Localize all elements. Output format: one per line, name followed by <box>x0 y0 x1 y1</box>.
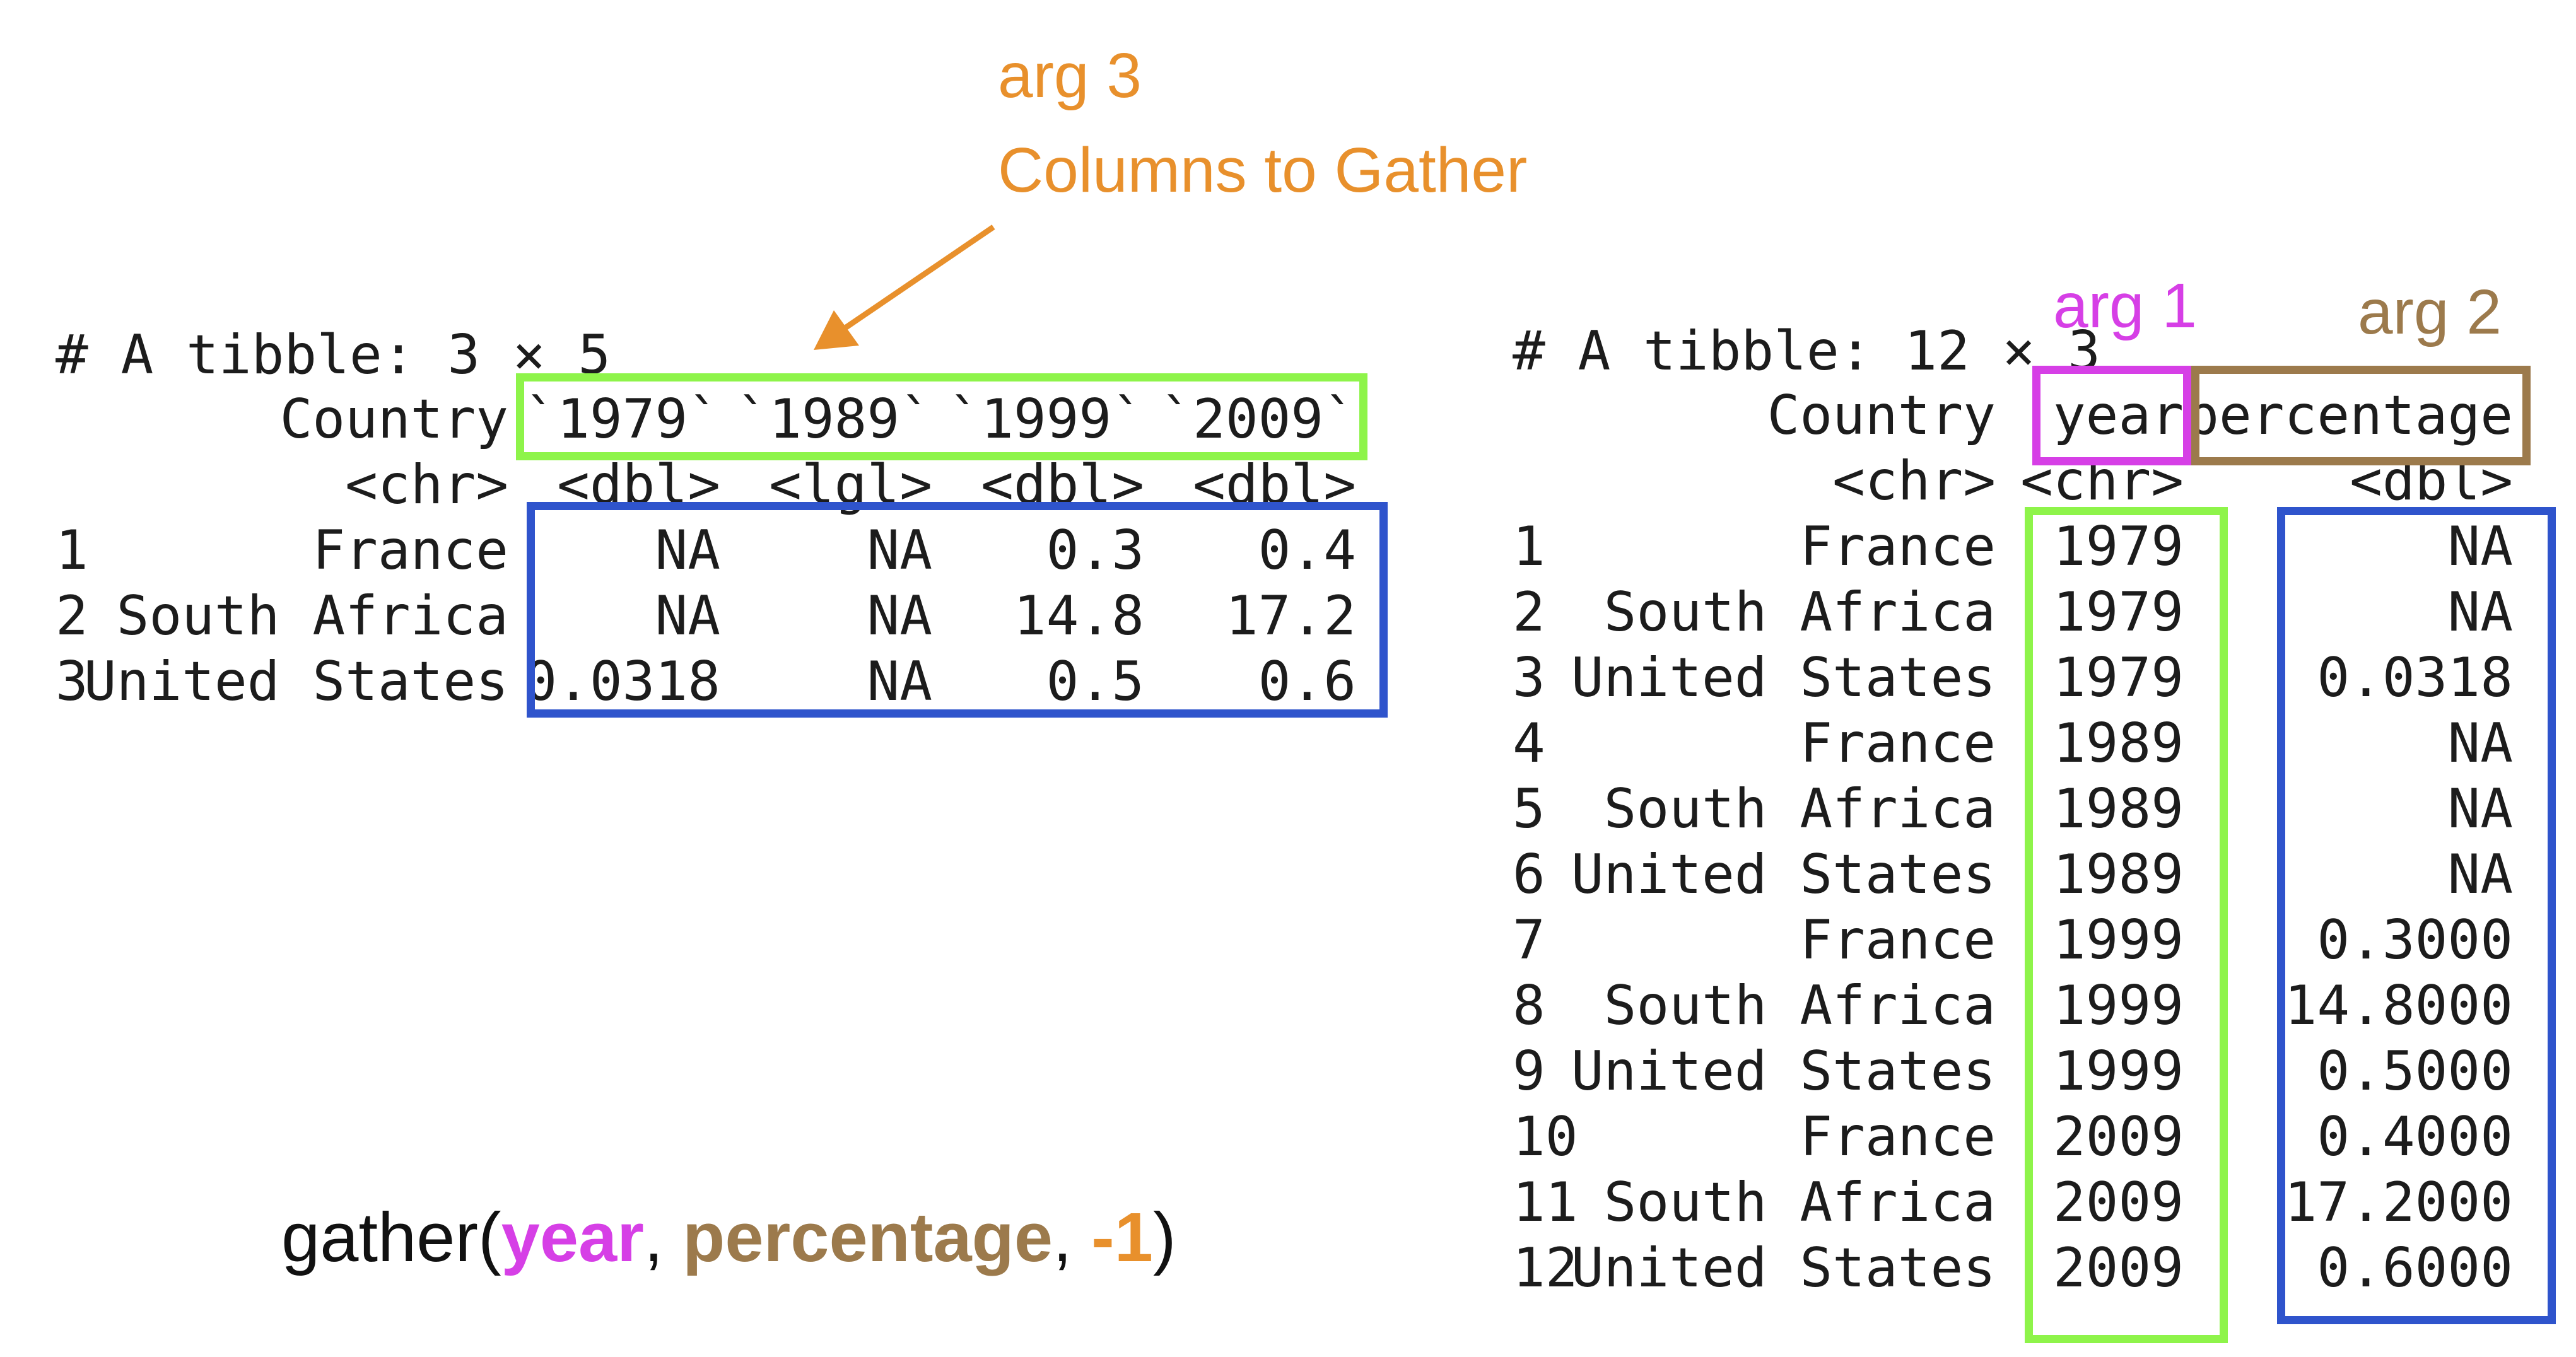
long-row-index: 5 <box>1513 778 1545 841</box>
long-row-index: 12 <box>1513 1237 1578 1300</box>
long-row-percentage: 0.6000 <box>2317 1237 2513 1300</box>
arg1-year-box <box>2032 366 2191 465</box>
wide-cell: 0.6 <box>1258 650 1356 713</box>
code-prefix: gather( <box>281 1199 501 1276</box>
long-row-index: 2 <box>1513 581 1545 644</box>
wide-cell: NA <box>655 585 720 648</box>
code-sep: , <box>644 1199 683 1276</box>
long-row-index: 4 <box>1513 712 1545 775</box>
wide-cell: 0.0318 <box>524 650 720 713</box>
long-row-country: France <box>1800 1105 1996 1168</box>
long-col-percentage: percentage <box>2186 384 2513 447</box>
long-row-country: France <box>1800 909 1996 972</box>
wide-col-1979: `1979` <box>524 388 720 451</box>
long-row-country: South Africa <box>1603 1171 1996 1234</box>
long-row-percentage: NA <box>2447 778 2513 841</box>
long-row-percentage: 0.0318 <box>2317 646 2513 709</box>
wide-col-1999: `1999` <box>948 388 1144 451</box>
long-row-index: 1 <box>1513 515 1545 578</box>
gather-call: gather(year, percentage, -1) <box>243 1134 1176 1273</box>
long-row-index: 8 <box>1513 974 1545 1037</box>
wide-cell: NA <box>867 650 932 713</box>
long-row-country: France <box>1800 515 1996 578</box>
long-row-year: 2009 <box>2052 1171 2184 1234</box>
long-row-country: United States <box>1571 646 1996 709</box>
long-row-country: United States <box>1571 843 1996 906</box>
wide-cell: NA <box>655 519 720 582</box>
long-row-percentage: 0.3000 <box>2317 909 2513 972</box>
long-row-index: 9 <box>1513 1040 1545 1103</box>
code-arg-percentage: percentage <box>682 1199 1053 1276</box>
wide-col-2009: `2009` <box>1160 388 1356 451</box>
arg1-label: arg 1 <box>2053 271 2197 341</box>
long-row-percentage: NA <box>2447 581 2513 644</box>
wide-row-index: 2 <box>56 585 88 648</box>
wide-cell: 0.3 <box>1046 519 1144 582</box>
long-row-country: South Africa <box>1603 581 1996 644</box>
wide-table-header: # A tibble: 3 × 5 <box>56 323 611 387</box>
long-row-index: 6 <box>1513 843 1545 906</box>
wide-col-country: Country <box>279 388 508 451</box>
long-row-country: United States <box>1571 1237 1996 1300</box>
long-row-index: 3 <box>1513 646 1545 709</box>
wide-cell: 0.4 <box>1258 519 1356 582</box>
long-row-country: South Africa <box>1603 974 1996 1037</box>
long-row-year: 1999 <box>2052 1040 2184 1103</box>
long-row-percentage: NA <box>2447 843 2513 906</box>
long-row-percentage: 14.8000 <box>2284 974 2513 1037</box>
long-row-year: 1979 <box>2052 581 2184 644</box>
wide-cell: NA <box>867 519 932 582</box>
wide-row-index: 3 <box>56 650 88 713</box>
code-sep: , <box>1053 1199 1092 1276</box>
wide-cell: NA <box>867 585 932 648</box>
wide-values-box <box>527 502 1388 718</box>
code-arg-columns: -1 <box>1091 1199 1153 1276</box>
long-row-year: 2009 <box>2052 1237 2184 1300</box>
long-row-index: 10 <box>1513 1105 1578 1168</box>
code-suffix: ) <box>1152 1199 1176 1276</box>
wide-cell: 0.5 <box>1046 650 1144 713</box>
long-table-header: # A tibble: 12 × 3 <box>1513 320 2100 383</box>
long-row-country: South Africa <box>1603 778 1996 841</box>
wide-row-country: France <box>312 519 508 582</box>
long-row-year: 1989 <box>2052 778 2184 841</box>
long-row-percentage: 0.4000 <box>2317 1105 2513 1168</box>
wide-type-country: <chr> <box>345 453 508 516</box>
long-row-year: 1989 <box>2052 712 2184 775</box>
arg3-label: arg 3 <box>998 40 1142 111</box>
long-row-country: United States <box>1571 1040 1996 1103</box>
long-row-year: 1999 <box>2052 909 2184 972</box>
wide-row-country: United States <box>83 650 508 713</box>
code-arg-year: year <box>501 1199 644 1276</box>
wide-cell: 14.8 <box>1013 585 1144 648</box>
year-values-box <box>2025 507 2228 1343</box>
long-type-country: <chr> <box>1832 450 1996 513</box>
columns-to-gather-box <box>516 373 1367 460</box>
long-row-percentage: NA <box>2447 515 2513 578</box>
long-row-year: 1979 <box>2052 646 2184 709</box>
long-col-country: Country <box>1767 384 1996 447</box>
long-row-year: 1979 <box>2052 515 2184 578</box>
long-row-percentage: 17.2000 <box>2284 1171 2513 1234</box>
arg2-label: arg 2 <box>2358 277 2502 347</box>
long-row-index: 7 <box>1513 909 1545 972</box>
long-row-percentage: 0.5000 <box>2317 1040 2513 1103</box>
long-row-year: 2009 <box>2052 1105 2184 1168</box>
percentage-values-box <box>2277 507 2556 1324</box>
long-col-year: year <box>2052 384 2184 447</box>
wide-row-index: 1 <box>56 519 88 582</box>
wide-col-1989: `1989` <box>736 388 932 451</box>
long-row-year: 1989 <box>2052 843 2184 906</box>
long-row-country: France <box>1800 712 1996 775</box>
arg2-percentage-box <box>2191 366 2531 465</box>
long-row-index: 11 <box>1513 1171 1578 1234</box>
wide-cell: 17.2 <box>1225 585 1356 648</box>
long-row-percentage: NA <box>2447 712 2513 775</box>
wide-row-country: South Africa <box>116 585 508 648</box>
arg3-description: Columns to Gather <box>998 135 1528 206</box>
long-row-year: 1999 <box>2052 974 2184 1037</box>
